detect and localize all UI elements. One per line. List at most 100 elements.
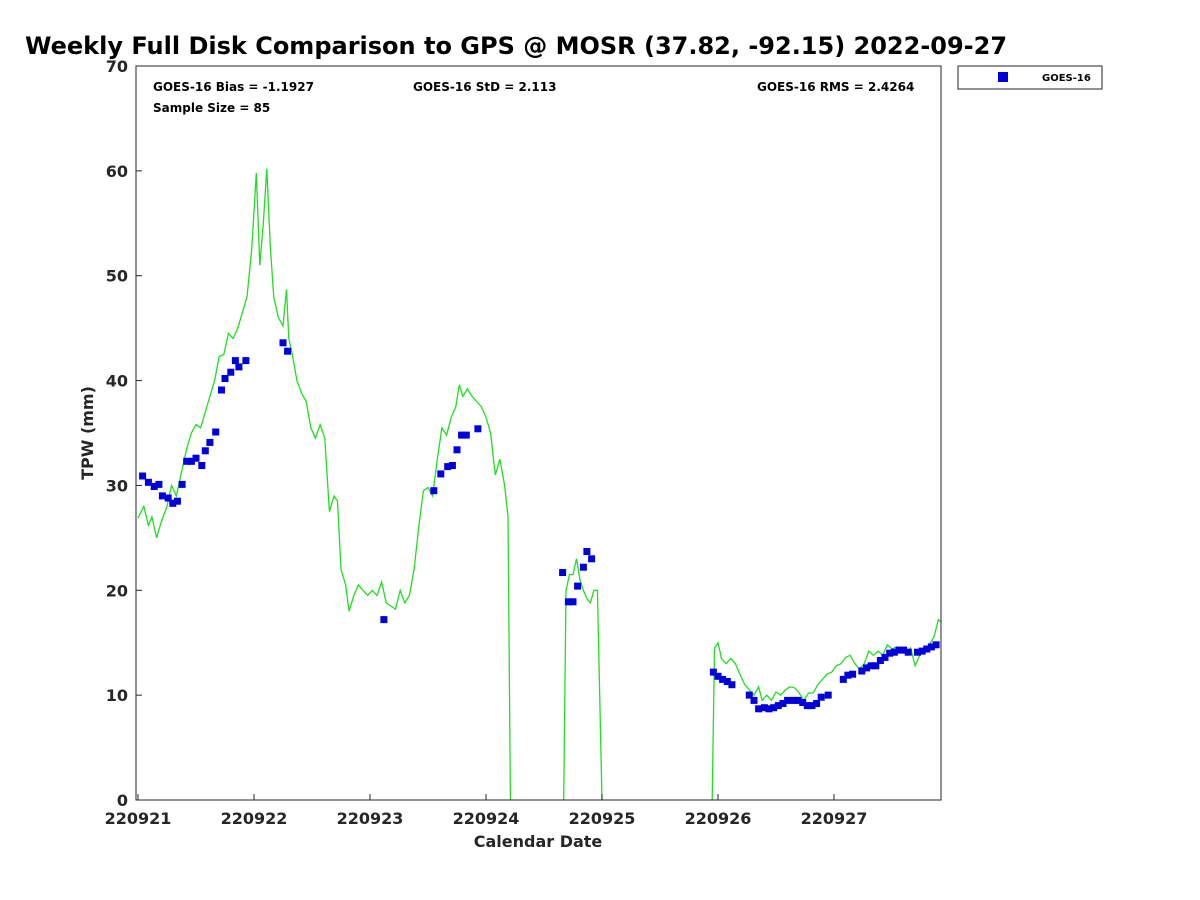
goes16-point: [794, 696, 802, 704]
x-tick-label: 220924: [453, 809, 520, 828]
goes16-point: [192, 454, 200, 462]
goes16-point: [927, 643, 935, 651]
goes16-point: [799, 699, 807, 706]
legend: GOES-16: [957, 65, 1103, 90]
goes16-point: [155, 480, 163, 488]
goes16-point: [839, 675, 847, 683]
goes16-scatter-layer: [139, 339, 962, 713]
stat-std: GOES-16 StD = 2.113: [413, 80, 556, 94]
goes16-point: [890, 648, 898, 656]
legend-box: [957, 65, 1103, 90]
goes16-point: [750, 696, 758, 704]
goes16-point: [904, 648, 912, 656]
y-tick-label: 70: [106, 57, 128, 76]
goes16-point: [932, 641, 940, 649]
gps-tpw-line: [137, 168, 941, 800]
goes16-point: [183, 457, 191, 465]
goes16-point: [242, 357, 250, 365]
stat-rms: GOES-16 RMS = 2.4264: [757, 80, 914, 94]
x-tick-label: 220926: [685, 809, 752, 828]
goes16-point: [723, 678, 731, 685]
y-tick-label: 0: [117, 791, 128, 810]
y-tick-label: 50: [106, 267, 128, 286]
y-axis-label: TPW (mm): [78, 386, 97, 480]
goes16-point: [858, 667, 866, 675]
goes16-point: [914, 648, 921, 656]
goes16-point: [779, 700, 787, 707]
goes16-point: [453, 446, 461, 454]
goes16-point: [218, 386, 225, 394]
goes16-point: [863, 664, 870, 672]
goes16-point: [808, 702, 816, 710]
goes16-point: [876, 657, 884, 664]
goes16-point: [774, 702, 782, 710]
goes16-point: [221, 375, 229, 382]
x-axis-label: Calendar Date: [474, 832, 603, 851]
goes16-point: [886, 649, 894, 657]
goes16-point: [588, 555, 596, 563]
goes16-point: [564, 598, 572, 606]
goes16-point: [178, 480, 186, 488]
goes16-point: [895, 646, 903, 654]
goes16-point: [279, 339, 287, 347]
goes16-point: [235, 363, 243, 371]
goes16-point: [574, 582, 582, 590]
goes16-point: [448, 462, 456, 469]
goes16-point: [201, 447, 209, 455]
goes16-point: [714, 672, 722, 680]
goes16-point: [212, 428, 220, 436]
goes16-point: [728, 681, 736, 689]
goes16-point: [380, 616, 388, 624]
y-tick-label: 10: [106, 686, 128, 705]
goes16-point: [579, 563, 587, 571]
goes16-point: [284, 347, 292, 355]
goes16-point: [198, 462, 206, 469]
goes16-point: [765, 705, 773, 713]
goes16-point: [945, 639, 952, 646]
goes16-point: [150, 483, 158, 490]
goes16-point: [719, 675, 727, 683]
goes16-point: [872, 662, 880, 670]
goes16-point: [569, 598, 577, 606]
goes16-point: [844, 671, 852, 679]
y-tick-label: 20: [106, 581, 128, 600]
y-tick-label: 40: [106, 372, 128, 391]
y-tick-label: 60: [106, 162, 128, 181]
x-axis: 220921 220922 220923 220924 220925 220926 2209…: [105, 794, 868, 828]
y-axis: 0 10 20 30 40 50 60 70: [106, 57, 142, 810]
goes16-point: [950, 637, 957, 644]
goes16-point: [437, 470, 445, 478]
goes16-point: [955, 637, 962, 644]
goes16-point: [158, 492, 166, 500]
goes16-point: [813, 700, 821, 707]
goes16-point: [559, 569, 567, 576]
goes16-point: [430, 487, 438, 495]
goes16-point: [462, 431, 470, 439]
goes16-point: [745, 691, 753, 699]
goes16-point: [164, 494, 172, 502]
x-tick-label: 220922: [221, 809, 288, 828]
goes16-point: [824, 691, 832, 699]
goes16-point: [940, 639, 941, 647]
goes16-point: [187, 457, 195, 465]
stat-bias: GOES-16 Bias = -1.1927: [153, 80, 314, 94]
goes16-point: [444, 463, 452, 471]
goes16-point: [817, 693, 825, 701]
goes16-point: [918, 647, 926, 655]
goes16-point: [867, 662, 875, 670]
x-tick-label: 220925: [569, 809, 636, 828]
goes16-point: [709, 668, 717, 676]
goes16-point: [169, 499, 177, 507]
legend-marker: [998, 72, 1008, 82]
chart-title: Weekly Full Disk Comparison to GPS @ MOS…: [25, 32, 1007, 60]
goes16-point: [474, 425, 482, 433]
goes16-point: [849, 670, 857, 678]
x-tick-label: 220921: [105, 809, 172, 828]
goes16-point: [173, 497, 181, 505]
goes16-point: [231, 357, 239, 365]
goes16-point: [583, 548, 591, 555]
stat-sample-size: Sample Size = 85: [153, 101, 270, 115]
x-tick-label: 220927: [801, 809, 868, 828]
goes16-point: [923, 645, 931, 653]
x-tick-label: 220923: [337, 809, 404, 828]
